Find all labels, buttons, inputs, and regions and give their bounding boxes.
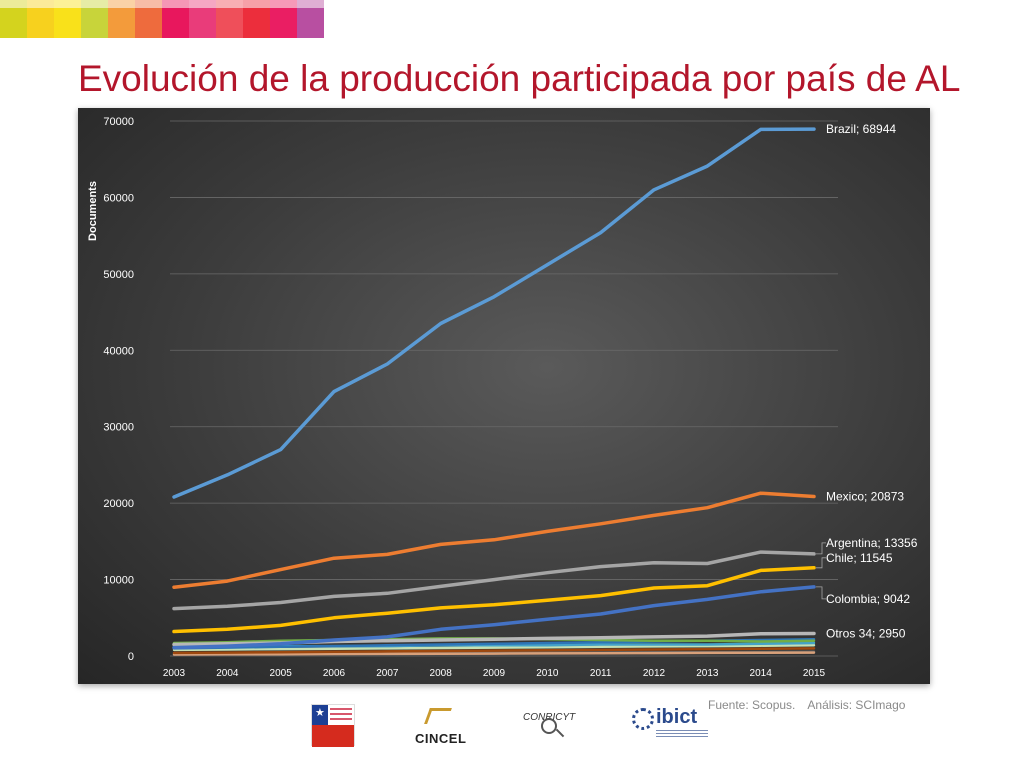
series-end-label: Otros 34; 2950 — [826, 626, 906, 640]
series-line — [172, 550, 816, 611]
y-tick-label: 60000 — [103, 192, 134, 204]
series-end-label: Chile; 11545 — [826, 551, 893, 565]
stripe-block — [216, 0, 243, 38]
y-tick-label: 0 — [128, 651, 134, 663]
leader-line — [816, 542, 826, 555]
x-tick-label: 2014 — [750, 668, 773, 679]
leader-line — [816, 557, 826, 569]
x-tick-label: 2011 — [590, 668, 612, 679]
y-axis-label: Documents — [87, 181, 99, 241]
cincel-logo: CINCEL — [415, 706, 466, 746]
stripe-block — [27, 0, 54, 38]
series-end-label: Colombia; 9042 — [826, 592, 910, 606]
y-tick-label: 50000 — [103, 269, 134, 281]
stripe-block — [297, 0, 324, 38]
stripe-block — [81, 0, 108, 38]
x-tick-label: 2015 — [803, 668, 826, 679]
ibict-logo: ibict — [632, 706, 712, 742]
series-line — [172, 491, 816, 589]
x-tick-label: 2007 — [376, 668, 399, 679]
stripe-block — [270, 0, 297, 38]
stripe-block — [189, 0, 216, 38]
x-tick-label: 2010 — [536, 668, 559, 679]
stripe-block — [108, 0, 135, 38]
x-tick-label: 2009 — [483, 668, 506, 679]
series-end-label: Mexico; 20873 — [826, 489, 904, 503]
stripe-block — [162, 0, 189, 38]
y-tick-label: 40000 — [103, 345, 134, 357]
series-line — [172, 651, 816, 656]
stripe-block — [243, 0, 270, 38]
series-line — [172, 585, 816, 650]
y-tick-label: 10000 — [103, 575, 134, 587]
conricyt-logo: CONRICYT — [521, 704, 575, 746]
x-tick-label: 2006 — [323, 668, 346, 679]
x-tick-label: 2013 — [696, 668, 719, 679]
x-tick-label: 2005 — [270, 668, 293, 679]
source-text: Fuente: Scopus. — [708, 698, 796, 712]
chart-svg: 0 10000 20000 30000 40000 50000 60000 70000 2003… — [87, 116, 918, 679]
y-tick-label: 20000 — [103, 498, 134, 510]
x-tick-label: 2012 — [643, 668, 666, 679]
series-line — [172, 127, 816, 499]
series-line — [172, 566, 816, 634]
x-tick-label: 2004 — [216, 668, 239, 679]
series-end-label: Argentina; 13356 — [826, 536, 918, 550]
logo-strip: ★ CINCEL CONRICYT ibict — [0, 700, 1024, 760]
y-tick-label: 30000 — [103, 422, 134, 434]
y-tick-label: 70000 — [103, 116, 134, 128]
chile-government-logo: ★ — [311, 704, 355, 747]
stripe-block — [0, 0, 27, 38]
x-tick-label: 2003 — [163, 668, 186, 679]
source-note: Fuente: Scopus. Análisis: SCImago — [708, 698, 917, 712]
stripe-block — [135, 0, 162, 38]
x-tick-label: 2008 — [430, 668, 453, 679]
line-chart: 0 10000 20000 30000 40000 50000 60000 70000 2003… — [78, 108, 930, 684]
series-line — [172, 644, 816, 652]
stripe-block — [54, 0, 81, 38]
header-color-stripe — [0, 0, 324, 38]
series-end-label: Brazil; 68944 — [826, 122, 896, 136]
series-line — [172, 647, 816, 655]
slide-title: Evolución de la producción participada p… — [78, 58, 961, 99]
analysis-text: Análisis: SCImago — [807, 698, 906, 712]
leader-line — [816, 586, 826, 600]
